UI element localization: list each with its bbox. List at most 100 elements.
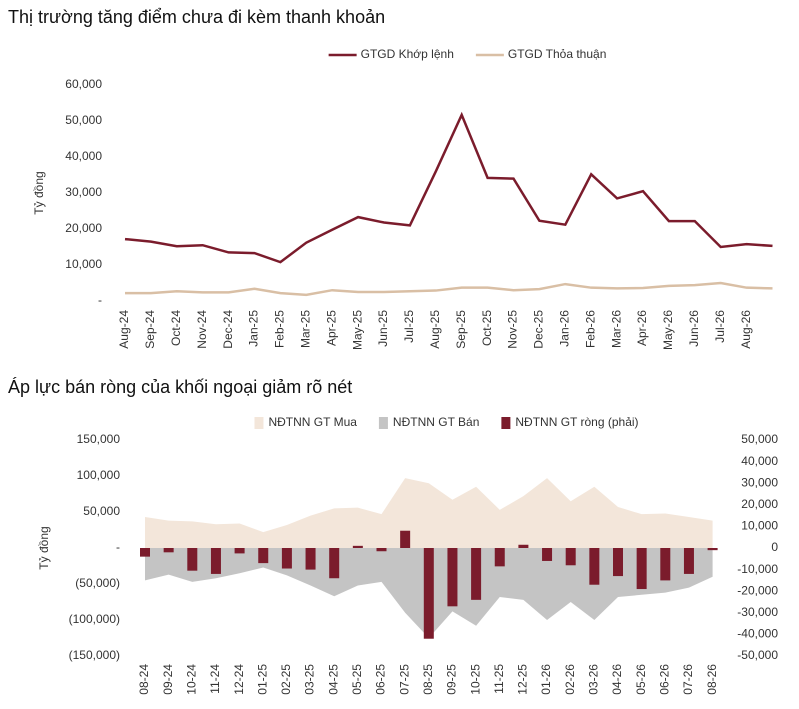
x-tick-label: Feb-26 <box>583 310 597 348</box>
x-tick-label: Mar-25 <box>298 310 312 348</box>
x-tick-label: 10-24 <box>184 664 198 695</box>
bar <box>258 548 269 564</box>
area-series <box>145 478 713 548</box>
y-tick-label: (50,000) <box>75 576 120 590</box>
bar <box>234 548 245 554</box>
x-tick-label: May-26 <box>661 310 675 350</box>
x-tick-label: 11-25 <box>492 664 506 694</box>
y-axis-label: Tỷ đồng <box>32 171 46 214</box>
bar <box>542 548 553 561</box>
x-tick-label: Dec-24 <box>221 310 235 349</box>
x-tick-label: 07-26 <box>681 664 695 695</box>
x-tick-label: 05-25 <box>350 664 364 695</box>
x-tick-label: Aug-25 <box>428 310 442 349</box>
x-tick-label: 03-25 <box>303 664 317 695</box>
x-tick-label: Sep-24 <box>143 310 157 349</box>
y-tick-label: 150,000 <box>77 432 121 446</box>
y-tick-label: 30,000 <box>65 185 102 199</box>
bar <box>281 548 292 569</box>
bar <box>329 548 340 579</box>
bar <box>423 548 434 639</box>
x-tick-label: 08-24 <box>137 664 151 695</box>
y-tick-label: 100,000 <box>77 468 121 482</box>
x-tick-label: Mar-26 <box>609 310 623 348</box>
legend-swatch <box>501 417 511 429</box>
bar <box>565 548 576 566</box>
y-tick-label: 10,000 <box>65 257 102 271</box>
x-tick-label: 02-26 <box>563 664 577 695</box>
bar <box>376 548 387 552</box>
x-tick-label: 06-26 <box>657 664 671 695</box>
legend-swatch <box>378 417 388 429</box>
x-tick-label: Oct-25 <box>480 310 494 346</box>
legend-label: GTGD Khớp lệnh <box>361 47 454 61</box>
x-tick-label: Apr-25 <box>324 310 338 346</box>
bar <box>400 530 411 548</box>
bar <box>707 548 718 551</box>
x-tick-label: 04-25 <box>326 664 340 695</box>
x-tick-label: 09-24 <box>161 664 175 695</box>
x-tick-label: May-25 <box>350 310 364 350</box>
chart-title: Thị trường tăng điểm chưa đi kèm thanh k… <box>8 7 385 27</box>
y2-tick-label: -20,000 <box>737 583 778 597</box>
x-tick-label: Dec-25 <box>532 310 546 349</box>
x-tick-label: 04-26 <box>610 664 624 695</box>
bar <box>210 548 221 574</box>
bar <box>447 548 458 607</box>
legend: GTGD Khớp lệnh GTGD Thỏa thuận <box>328 47 607 61</box>
y-tick-label: 40,000 <box>65 149 102 163</box>
x-tick-label: 09-25 <box>445 664 459 695</box>
y-tick-label: 20,000 <box>65 221 102 235</box>
x-tick-label: 12-24 <box>232 664 246 695</box>
x-tick-label: Aug-26 <box>739 310 753 349</box>
y2-tick-label: 40,000 <box>741 454 778 468</box>
line-series <box>125 281 773 297</box>
x-tick-label: 06-25 <box>374 664 388 695</box>
legend-label: NĐTNN GT Mua <box>268 415 357 429</box>
y2-tick-label: 30,000 <box>741 475 778 489</box>
y2-tick-label: 20,000 <box>741 497 778 511</box>
y-tick-label: - <box>116 540 120 554</box>
y-tick-label: 60,000 <box>65 77 102 91</box>
x-tick-label: Jul-25 <box>402 310 416 343</box>
bar <box>163 548 174 553</box>
bar <box>683 548 694 574</box>
x-tick-label: Jul-26 <box>713 310 727 343</box>
bar <box>636 548 647 590</box>
x-tick-label: Nov-24 <box>195 310 209 349</box>
legend: NĐTNN GT Mua NĐTNN GT Bán NĐTNN GT ròng (p… <box>254 415 639 429</box>
y-tick-label: 50,000 <box>83 504 120 518</box>
bar <box>352 545 363 548</box>
y-tick-label: 50,000 <box>65 113 102 127</box>
bar <box>660 548 671 581</box>
legend-label: NĐTNN GT Bán <box>393 415 479 429</box>
chart-title: Áp lực bán ròng của khối ngoại giảm rõ n… <box>8 377 352 397</box>
y2-tick-label: 10,000 <box>741 519 778 533</box>
x-tick-label: Oct-24 <box>169 310 183 346</box>
x-tick-label: Feb-25 <box>273 310 287 348</box>
x-tick-label: 08-26 <box>705 664 719 695</box>
legend-label: GTGD Thỏa thuận <box>508 47 607 61</box>
x-tick-label: Nov-25 <box>506 310 520 349</box>
bar <box>613 548 623 577</box>
bar <box>187 548 198 571</box>
bar <box>518 544 529 548</box>
legend-swatch <box>254 417 264 429</box>
y-tick-label: (150,000) <box>69 648 120 662</box>
x-tick-label: 11-24 <box>208 664 222 694</box>
x-tick-label: 01-26 <box>539 664 553 695</box>
x-tick-label: Aug-24 <box>117 310 131 349</box>
x-tick-label: 03-26 <box>587 664 601 695</box>
x-tick-label: 12-25 <box>516 664 530 695</box>
bar <box>589 548 600 585</box>
x-tick-label: 05-26 <box>634 664 648 695</box>
y2-tick-label: 50,000 <box>741 432 778 446</box>
x-tick-label: Jun-26 <box>687 310 701 347</box>
x-tick-label: 01-25 <box>255 664 269 695</box>
y2-tick-label: -50,000 <box>737 648 778 662</box>
y2-tick-label: -40,000 <box>737 627 778 641</box>
x-tick-label: Jan-26 <box>557 310 571 347</box>
y-tick-label: - <box>98 293 102 307</box>
x-tick-label: Jun-25 <box>376 310 390 347</box>
